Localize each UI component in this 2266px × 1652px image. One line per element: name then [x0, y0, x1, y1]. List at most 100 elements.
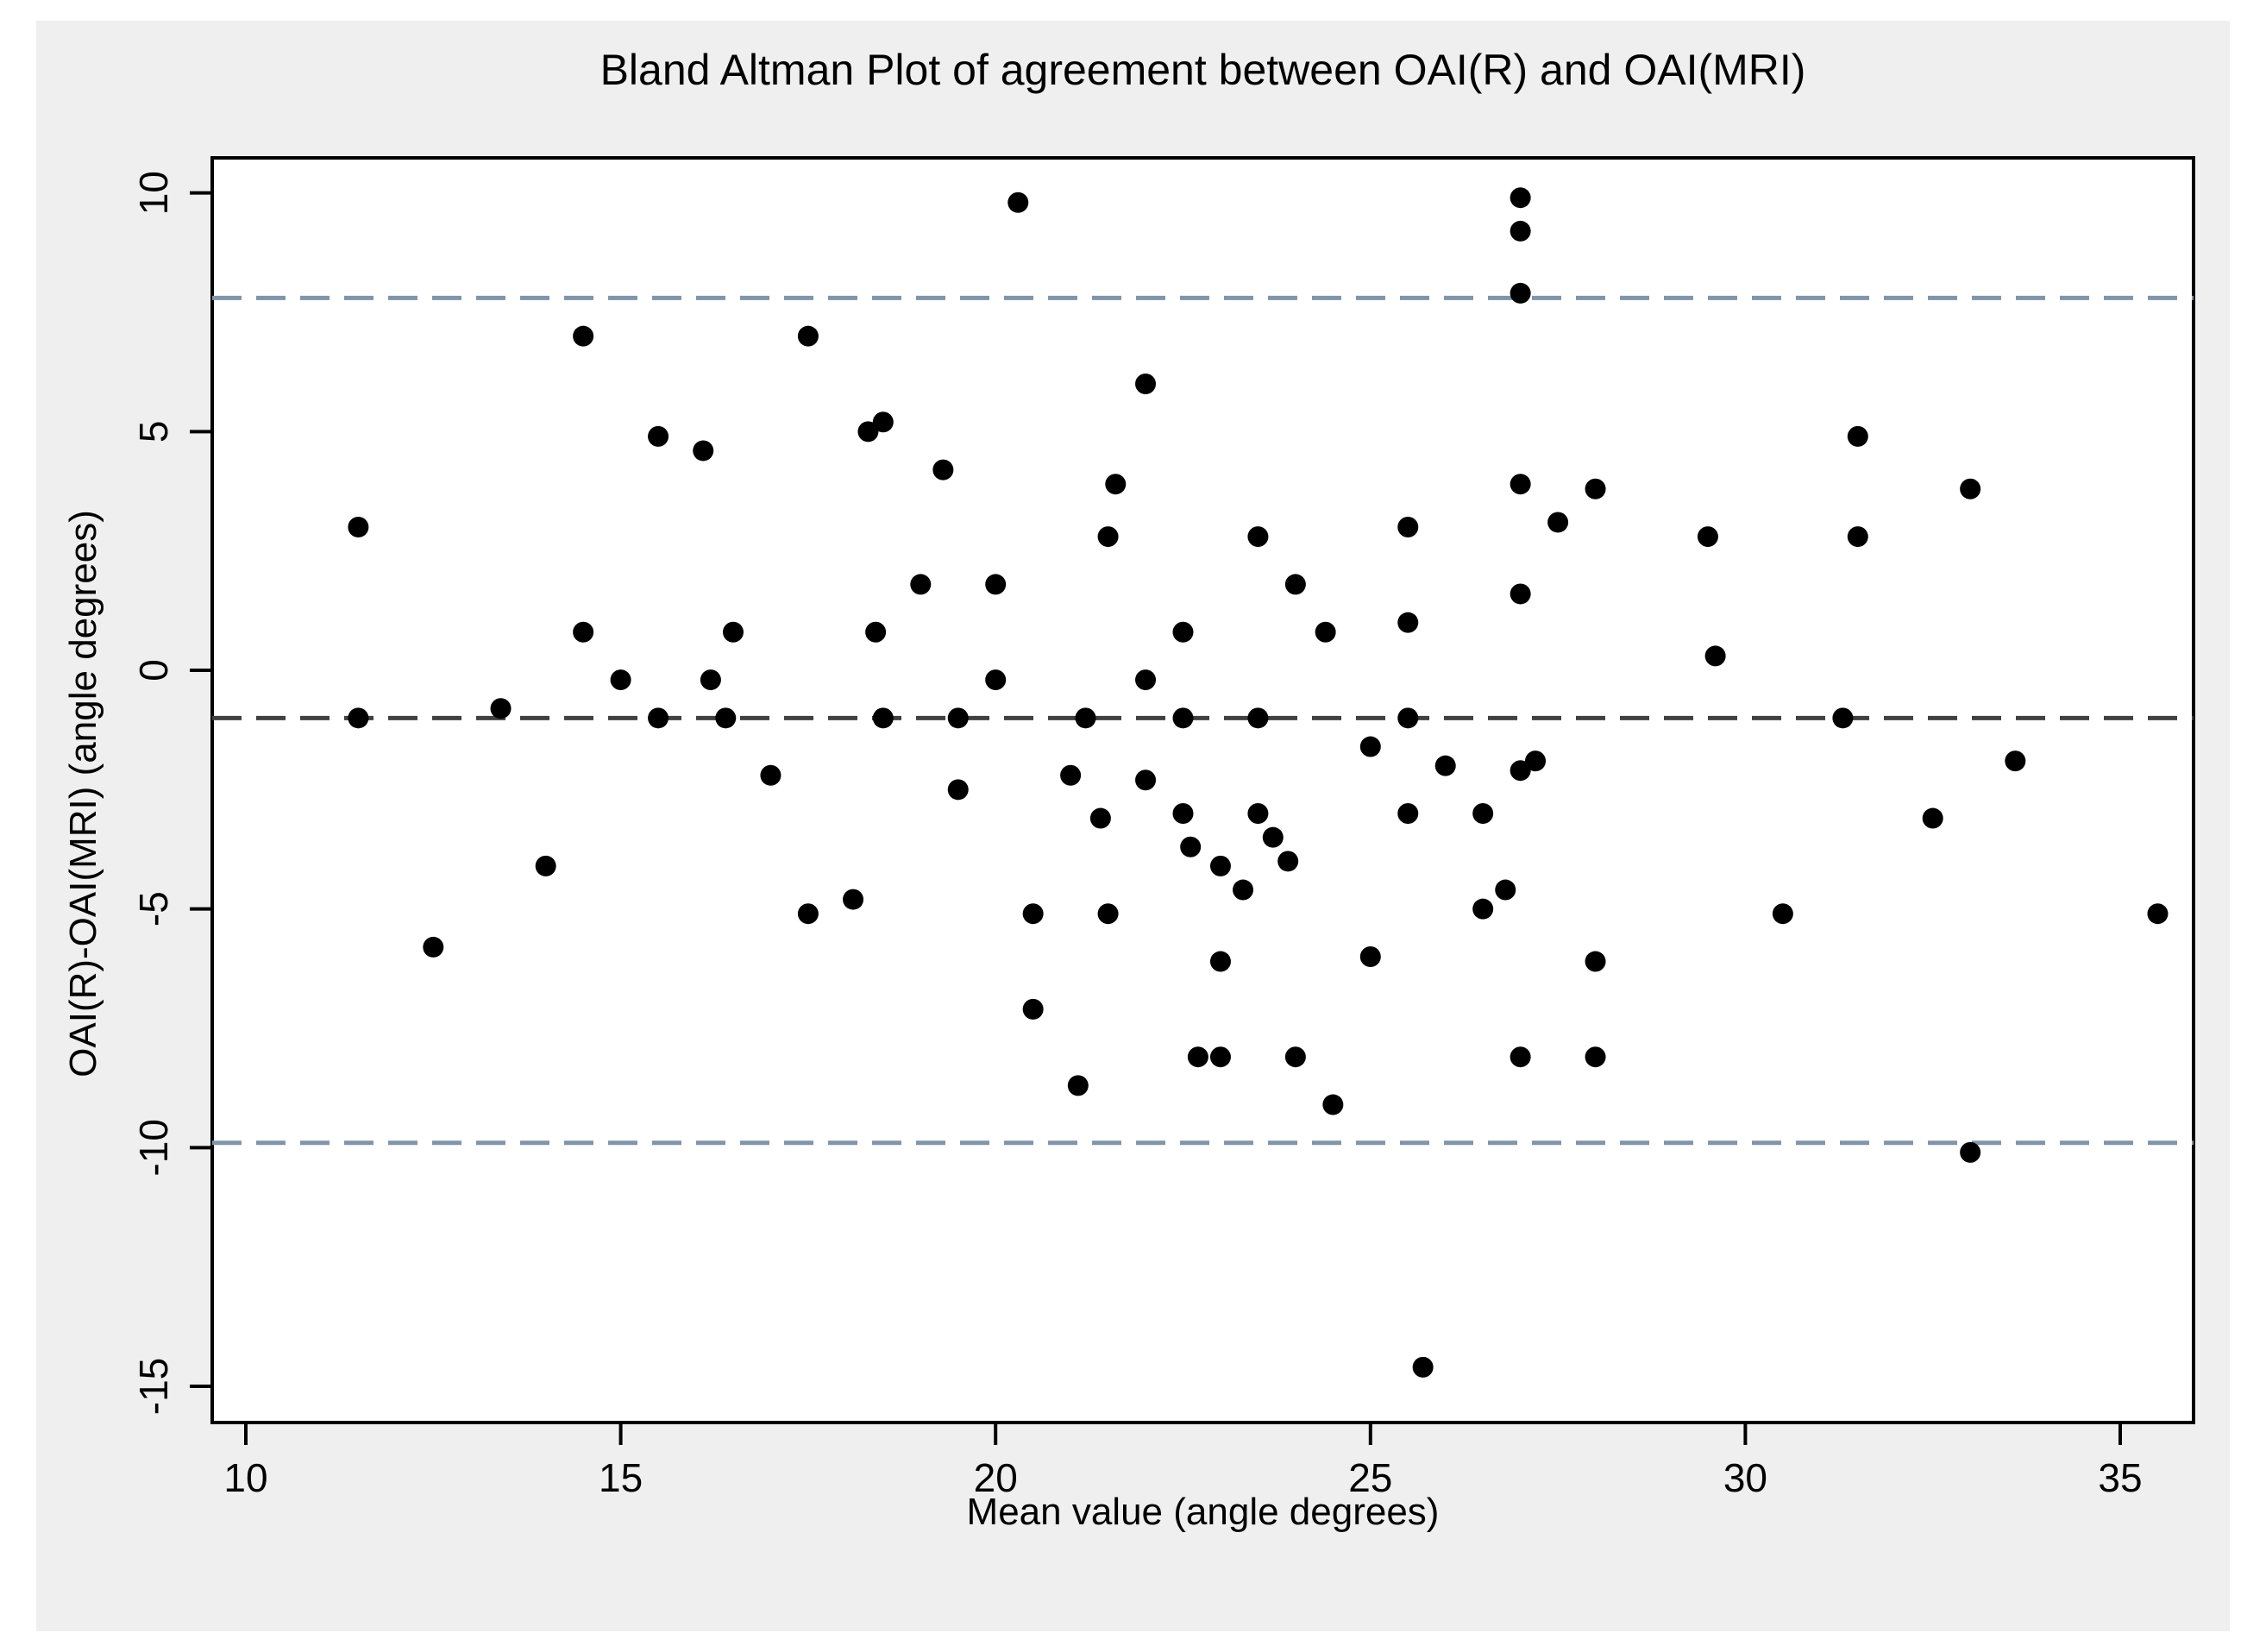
data-point	[648, 425, 669, 447]
data-point	[722, 621, 744, 643]
data-point	[947, 707, 969, 729]
x-tick-label: 30	[1723, 1455, 1767, 1500]
data-point	[985, 669, 1007, 691]
data-point	[1510, 583, 1531, 605]
data-point	[693, 440, 714, 462]
data-point	[1585, 478, 1606, 499]
data-point	[932, 459, 954, 481]
data-point	[1397, 802, 1419, 824]
data-point	[1412, 1356, 1434, 1378]
data-point	[1510, 187, 1531, 209]
data-point	[2147, 903, 2169, 925]
data-point	[348, 517, 369, 538]
data-point	[348, 707, 369, 729]
data-point	[797, 903, 819, 925]
data-point	[1315, 621, 1336, 643]
data-point	[1434, 755, 1456, 776]
x-tick-label: 20	[974, 1455, 1018, 1500]
data-point	[1247, 526, 1269, 548]
data-point	[1135, 669, 1157, 691]
data-point	[797, 325, 819, 347]
data-point	[1277, 851, 1299, 872]
data-point	[1397, 612, 1419, 633]
x-tick-label: 10	[223, 1455, 267, 1500]
data-point	[1397, 517, 1419, 538]
data-point	[1847, 425, 1868, 447]
data-point	[1233, 879, 1254, 901]
data-point	[1022, 903, 1044, 925]
data-point	[1284, 1046, 1306, 1068]
data-point	[1359, 945, 1381, 967]
data-point	[985, 574, 1007, 595]
data-point	[610, 669, 631, 691]
data-point	[1247, 707, 1269, 729]
data-point	[1022, 998, 1044, 1020]
data-point	[1322, 1094, 1344, 1115]
data-point	[1359, 736, 1381, 757]
data-point	[1075, 707, 1096, 729]
data-point	[648, 707, 669, 729]
data-point	[1209, 951, 1231, 972]
data-point	[1585, 1046, 1606, 1068]
data-point	[1472, 898, 1494, 920]
plot-frame	[210, 156, 2195, 1424]
data-point	[535, 855, 556, 876]
data-point	[1097, 903, 1119, 925]
x-tick-label: 35	[2098, 1455, 2142, 1500]
x-axis-label: Mean value (angle degrees)	[966, 1491, 1440, 1533]
data-point	[1135, 769, 1157, 791]
data-point	[1180, 836, 1202, 857]
data-point	[1172, 621, 1194, 643]
data-point	[1472, 802, 1494, 824]
data-point	[1284, 574, 1306, 595]
data-point	[760, 764, 781, 786]
data-point	[843, 889, 864, 910]
data-point	[1547, 512, 1569, 533]
data-point	[1397, 707, 1419, 729]
data-point	[1209, 1046, 1231, 1068]
chart-title: Bland Altman Plot of agreement between O…	[599, 46, 1806, 94]
data-point	[573, 325, 594, 347]
data-point	[1510, 474, 1531, 495]
data-point	[1097, 526, 1119, 548]
data-point	[1209, 855, 1231, 876]
data-point	[1772, 903, 1793, 925]
data-point	[2005, 751, 2026, 772]
data-point	[1704, 645, 1726, 667]
y-tick-label: -10	[131, 1119, 176, 1176]
data-point	[1510, 760, 1531, 782]
data-point	[1089, 807, 1111, 829]
data-point	[573, 621, 594, 643]
data-point	[857, 421, 879, 443]
y-tick-label: 0	[131, 659, 176, 682]
data-point	[1510, 220, 1531, 242]
x-tick-label: 25	[1348, 1455, 1392, 1500]
data-point	[1960, 1141, 1981, 1163]
data-point	[1922, 807, 1943, 829]
data-point	[715, 707, 737, 729]
data-point	[1247, 802, 1269, 824]
y-tick-label: 5	[131, 421, 176, 443]
data-point	[872, 411, 894, 433]
data-point	[1172, 802, 1194, 824]
data-point	[423, 936, 444, 958]
data-point	[1060, 764, 1082, 786]
data-point	[1847, 526, 1868, 548]
data-point	[1697, 526, 1718, 548]
data-point	[1067, 1075, 1089, 1096]
data-point	[1495, 879, 1516, 901]
data-point	[1187, 1046, 1208, 1068]
data-point	[1510, 282, 1531, 304]
data-point	[865, 621, 887, 643]
data-point	[490, 698, 512, 719]
data-point	[1510, 1046, 1531, 1068]
data-point	[700, 669, 721, 691]
data-point	[1262, 826, 1284, 848]
data-point	[1585, 951, 1606, 972]
data-point	[1105, 474, 1127, 495]
data-point	[1960, 478, 1981, 499]
data-point	[1172, 707, 1194, 729]
data-point	[910, 574, 932, 595]
y-tick-label: 10	[131, 171, 176, 215]
x-tick-label: 15	[599, 1455, 643, 1500]
